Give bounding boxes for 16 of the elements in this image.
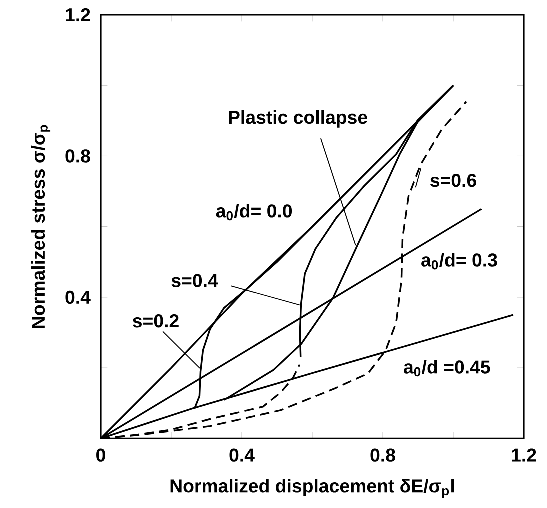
x-tick-label: 0.8 — [370, 448, 396, 462]
series-label: a$_{0}$/d =0.45 — [404, 360, 490, 377]
y-tick-label: 0.4 — [66, 290, 91, 304]
x-tick-label: 0 — [96, 448, 106, 462]
series-label: a$_{0}$/d= 0.3 — [422, 253, 498, 270]
annotation: s=0.6 — [430, 174, 476, 188]
text: s=0.4 — [172, 274, 218, 288]
series-label: a$_{0}$/d= 0.0 — [216, 204, 292, 221]
x-tick-label: 0.4 — [230, 448, 255, 462]
x-axis-title: Normalized displacement δE/σ$_{p}$l — [170, 479, 454, 498]
y-tick-label: 0.8 — [66, 150, 90, 163]
y-tick-label: 1.2 — [66, 8, 90, 22]
annotation: Plastic collapse — [229, 110, 368, 128]
series-label: s=0.2 — [133, 314, 179, 328]
x-tick-label: 1.2 — [512, 448, 536, 462]
y-axis-title: Normalized stress σ/σ$_{p}$ — [31, 125, 51, 328]
